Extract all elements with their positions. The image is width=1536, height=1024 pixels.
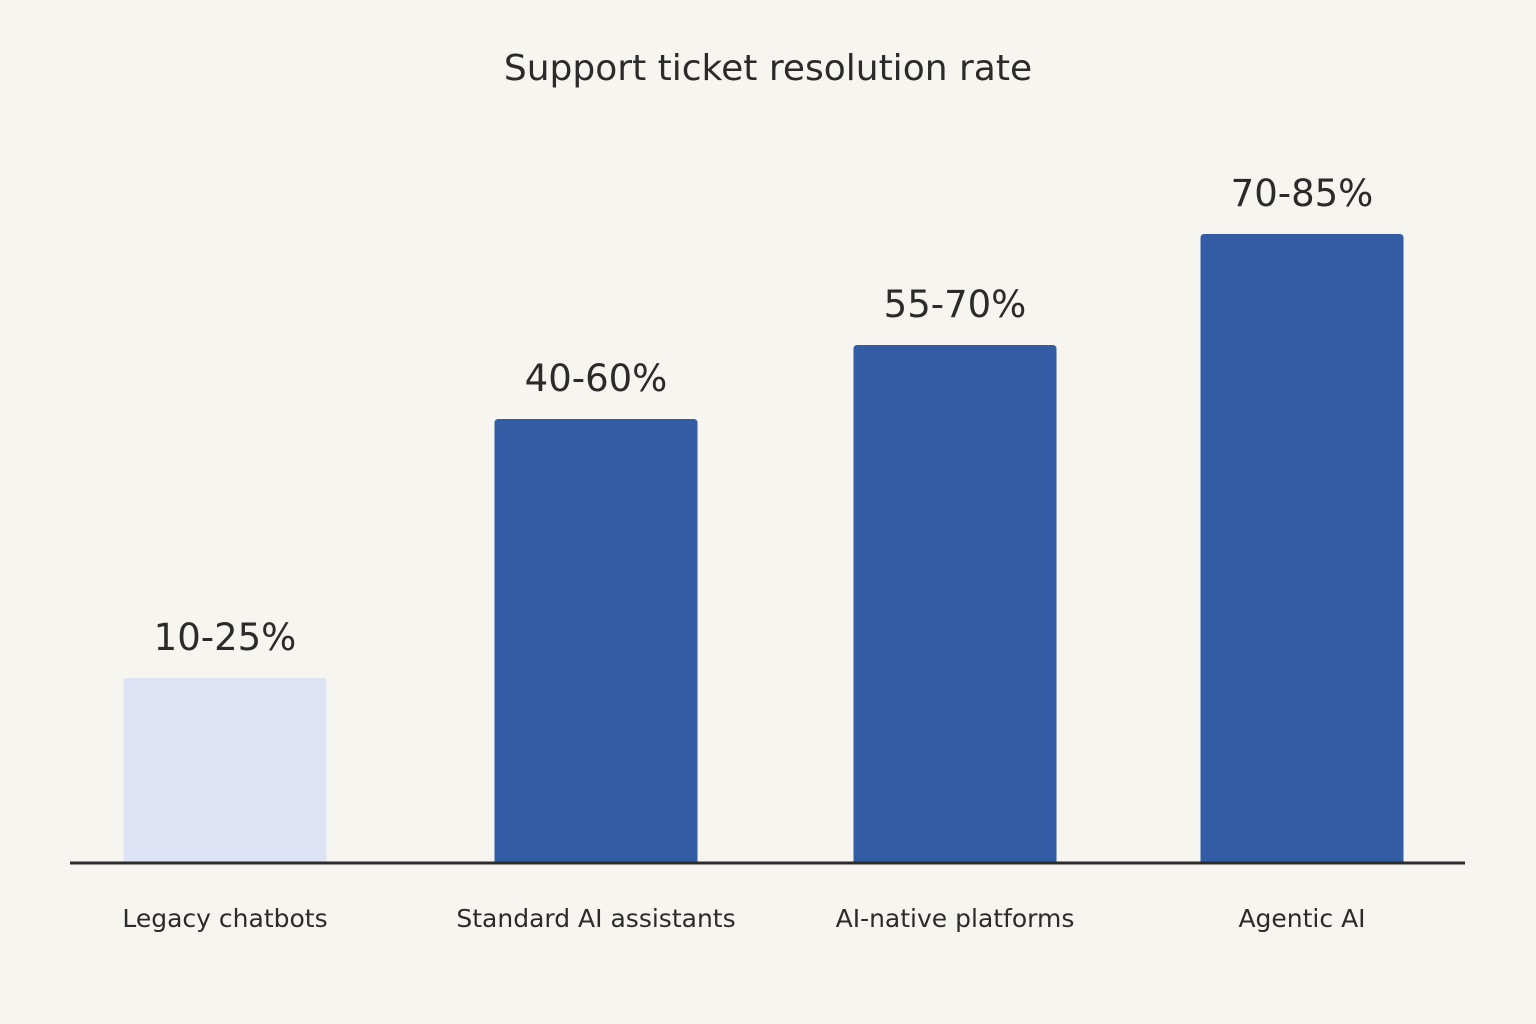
value-label-ai-native-platforms: 55-70%	[884, 283, 1027, 326]
category-label-agentic-ai: Agentic AI	[1238, 904, 1365, 933]
bar-legacy-chatbots	[123, 678, 327, 863]
chart-title: Support ticket resolution rate	[503, 48, 1033, 89]
bar-standard-ai-assistants	[494, 419, 698, 863]
category-label-ai-native-platforms: AI-native platforms	[836, 904, 1075, 933]
value-label-agentic-ai: 70-85%	[1231, 172, 1374, 215]
bar-ai-native-platforms	[853, 345, 1057, 863]
value-label-legacy-chatbots: 10-25%	[154, 616, 297, 659]
bar-agentic-ai	[1200, 234, 1404, 863]
category-label-legacy-chatbots: Legacy chatbots	[122, 904, 327, 933]
value-label-standard-ai-assistants: 40-60%	[525, 357, 668, 400]
category-label-standard-ai-assistants: Standard AI assistants	[456, 904, 735, 933]
